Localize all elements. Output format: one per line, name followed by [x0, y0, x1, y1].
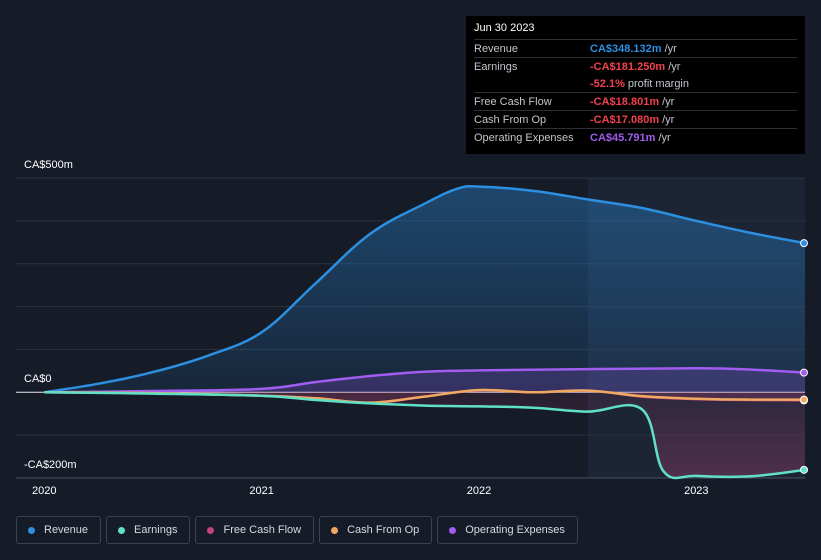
tooltip-unit: /yr	[658, 131, 671, 144]
legend-dot-icon	[28, 526, 35, 534]
tooltip-unit: profit margin	[627, 77, 689, 90]
tooltip-row: Cash From Op -CA$17.080m/yr	[474, 110, 797, 128]
revenue-area	[44, 186, 806, 393]
tooltip-row: Operating Expenses CA$45.791m/yr	[474, 128, 797, 146]
tooltip-value: CA$348.132m	[590, 42, 662, 55]
operating-expenses-area	[44, 368, 806, 393]
revenue-end-marker	[800, 239, 808, 248]
x-tick-label: 2023	[684, 485, 709, 497]
x-tick-label: 2022	[466, 485, 492, 497]
tooltip-value: -CA$17.080m	[590, 113, 660, 126]
hover-tooltip: Jun 30 2023 Revenue CA$348.132m/yr Earning…	[466, 16, 805, 154]
legend-item-cash-from-op[interactable]: Cash From Op	[319, 516, 433, 544]
tooltip-unit: /yr	[662, 95, 675, 108]
legend-item-earnings[interactable]: Earnings	[106, 516, 191, 544]
x-tick-label: 2021	[249, 485, 274, 497]
chart-legend: Revenue Earnings Free Cash Flow Cash From O…	[16, 516, 578, 544]
earnings-end-marker	[800, 465, 808, 474]
tooltip-row: Revenue CA$348.132m/yr	[474, 39, 797, 57]
legend-label: Operating Expenses	[465, 524, 565, 536]
legend-label: Revenue	[44, 524, 89, 536]
y-tick-label: CA$0	[24, 373, 52, 386]
legend-dot-icon	[207, 526, 215, 534]
legend-dot-icon	[118, 526, 126, 534]
tooltip-value: CA$45.791m	[590, 131, 656, 144]
tooltip-value: -CA$18.801m	[590, 95, 660, 108]
tooltip-value: -CA$181.250m	[590, 60, 666, 73]
y-tick-label: -CA$200m	[24, 459, 77, 471]
cash-from-op-end-marker	[800, 395, 808, 404]
tooltip-label: Free Cash Flow	[474, 95, 552, 108]
legend-dot-icon	[449, 526, 457, 534]
legend-item-revenue[interactable]: Revenue	[16, 516, 102, 544]
tooltip-row: -52.1% profit margin	[474, 75, 797, 92]
legend-label: Cash From Op	[347, 524, 420, 536]
legend-dot-icon	[331, 526, 339, 534]
revenue-line	[44, 185, 806, 394]
tooltip-value: -52.1%	[590, 77, 625, 90]
legend-label: Free Cash Flow	[223, 524, 302, 536]
legend-item-operating-expenses[interactable]: Operating Expenses	[437, 516, 578, 544]
tooltip-date: Jun 30 2023	[474, 22, 535, 34]
tooltip-rows: Revenue CA$348.132m/yr Earnings -CA$181.250…	[474, 39, 797, 146]
tooltip-label: Earnings	[474, 60, 518, 73]
tooltip-unit: /yr	[668, 60, 681, 73]
tooltip-label: Revenue	[474, 42, 519, 55]
tooltip-label: Cash From Op	[474, 113, 547, 126]
tooltip-row: Free Cash Flow -CA$18.801m/yr	[474, 92, 797, 110]
legend-label: Earnings	[134, 524, 178, 536]
y-tick-label: CA$500m	[24, 159, 73, 171]
series-lines	[44, 185, 806, 480]
operating-expenses-end-marker	[800, 368, 808, 377]
tooltip-unit: /yr	[664, 42, 677, 55]
tooltip-label: Operating Expenses	[474, 131, 574, 144]
earnings-line	[44, 391, 806, 480]
tooltip-unit: /yr	[662, 113, 675, 126]
operating-expenses-line	[44, 367, 806, 394]
tooltip-row: Earnings -CA$181.250m/yr	[474, 57, 797, 75]
x-tick-label: 2020	[32, 485, 57, 497]
legend-item-free-cash-flow[interactable]: Free Cash Flow	[195, 516, 315, 544]
series-end-markers	[800, 239, 808, 474]
series-fills	[44, 186, 806, 479]
